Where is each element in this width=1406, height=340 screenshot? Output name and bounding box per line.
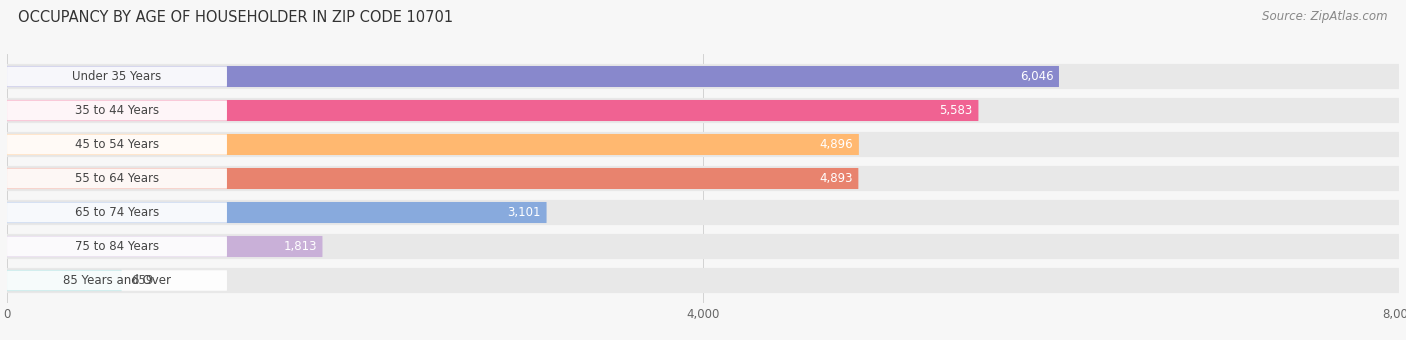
- FancyBboxPatch shape: [7, 168, 226, 189]
- Text: 85 Years and Over: 85 Years and Over: [63, 274, 172, 287]
- FancyBboxPatch shape: [7, 234, 1399, 259]
- Text: 1,813: 1,813: [284, 240, 316, 253]
- Text: 6,046: 6,046: [1019, 70, 1053, 83]
- FancyBboxPatch shape: [7, 268, 1399, 293]
- FancyBboxPatch shape: [7, 98, 1399, 123]
- Text: Source: ZipAtlas.com: Source: ZipAtlas.com: [1263, 10, 1388, 23]
- FancyBboxPatch shape: [7, 202, 226, 223]
- FancyBboxPatch shape: [7, 200, 1399, 225]
- FancyBboxPatch shape: [7, 236, 226, 257]
- Text: 5,583: 5,583: [939, 104, 973, 117]
- FancyBboxPatch shape: [7, 168, 859, 189]
- FancyBboxPatch shape: [7, 66, 226, 87]
- Text: 45 to 54 Years: 45 to 54 Years: [75, 138, 159, 151]
- FancyBboxPatch shape: [7, 134, 226, 155]
- FancyBboxPatch shape: [7, 166, 1399, 191]
- FancyBboxPatch shape: [7, 100, 979, 121]
- Text: OCCUPANCY BY AGE OF HOUSEHOLDER IN ZIP CODE 10701: OCCUPANCY BY AGE OF HOUSEHOLDER IN ZIP C…: [18, 10, 453, 25]
- Text: Under 35 Years: Under 35 Years: [72, 70, 162, 83]
- Text: 75 to 84 Years: 75 to 84 Years: [75, 240, 159, 253]
- FancyBboxPatch shape: [7, 132, 1399, 157]
- FancyBboxPatch shape: [7, 134, 859, 155]
- Text: 3,101: 3,101: [508, 206, 541, 219]
- Text: 4,893: 4,893: [820, 172, 853, 185]
- Text: 659: 659: [131, 274, 153, 287]
- FancyBboxPatch shape: [7, 100, 226, 121]
- Text: 55 to 64 Years: 55 to 64 Years: [75, 172, 159, 185]
- Text: 65 to 74 Years: 65 to 74 Years: [75, 206, 159, 219]
- FancyBboxPatch shape: [7, 270, 122, 291]
- Text: 4,896: 4,896: [820, 138, 853, 151]
- FancyBboxPatch shape: [7, 202, 547, 223]
- FancyBboxPatch shape: [7, 236, 322, 257]
- FancyBboxPatch shape: [7, 64, 1399, 89]
- Text: 35 to 44 Years: 35 to 44 Years: [75, 104, 159, 117]
- FancyBboxPatch shape: [7, 270, 226, 291]
- FancyBboxPatch shape: [7, 66, 1059, 87]
